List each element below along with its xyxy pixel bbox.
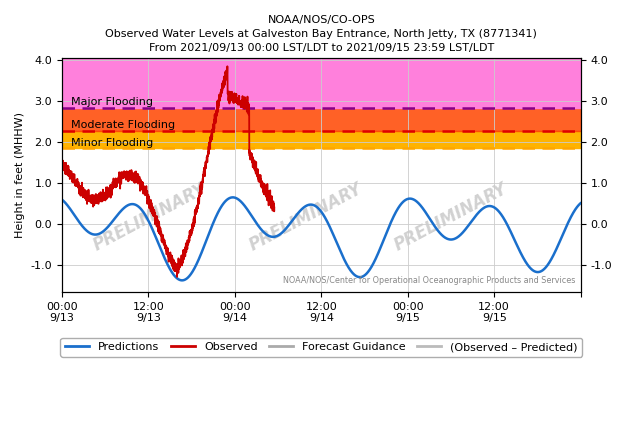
Bar bbox=[62, 131, 581, 148]
Bar bbox=[62, 108, 581, 131]
Text: PRELIMINARY: PRELIMINARY bbox=[246, 180, 366, 254]
Text: Major Flooding: Major Flooding bbox=[71, 97, 152, 107]
Text: NOAA/NOS/Center for Operational Oceanographic Products and Services: NOAA/NOS/Center for Operational Oceanogr… bbox=[283, 276, 576, 285]
Legend: Predictions, Observed, Forecast Guidance, (Observed – Predicted): Predictions, Observed, Forecast Guidance… bbox=[60, 338, 582, 357]
Y-axis label: Height in feet (MHHW): Height in feet (MHHW) bbox=[15, 112, 25, 238]
Title: NOAA/NOS/CO-OPS
Observed Water Levels at Galveston Bay Entrance, North Jetty, TX: NOAA/NOS/CO-OPS Observed Water Levels at… bbox=[105, 15, 537, 53]
Text: Minor Flooding: Minor Flooding bbox=[71, 138, 153, 148]
Text: Moderate Flooding: Moderate Flooding bbox=[71, 120, 175, 130]
Bar bbox=[62, 58, 581, 108]
Text: PRELIMINARY: PRELIMINARY bbox=[391, 180, 510, 254]
Text: PRELIMINARY: PRELIMINARY bbox=[90, 180, 210, 254]
